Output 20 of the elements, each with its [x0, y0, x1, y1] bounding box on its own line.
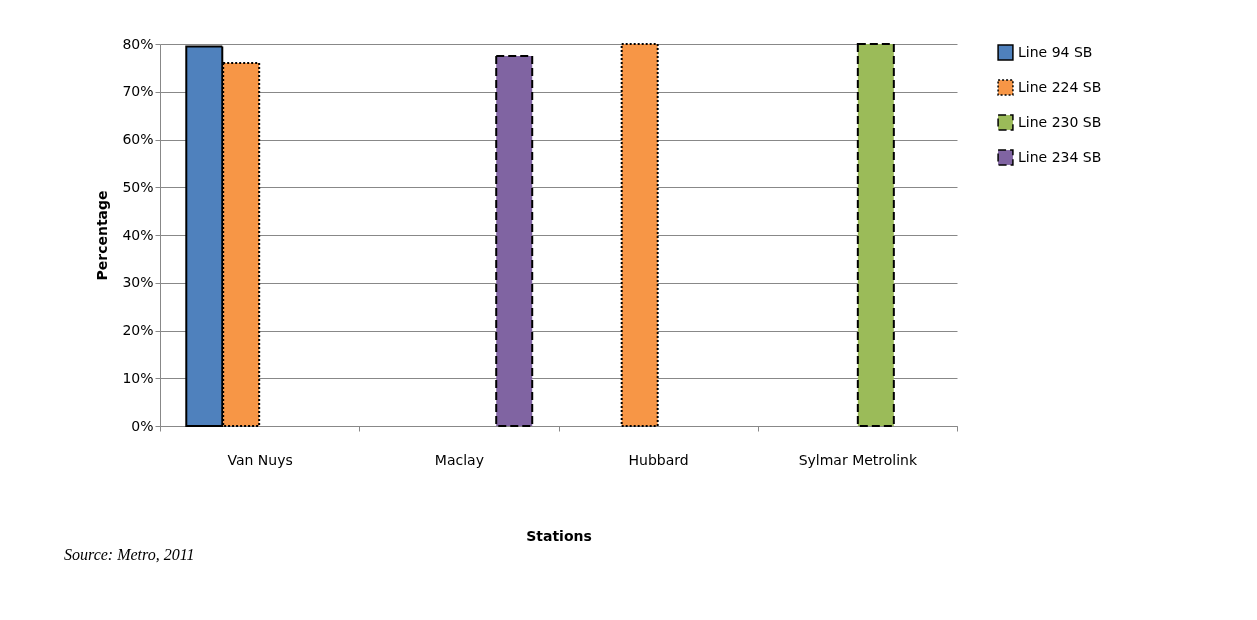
x-tick-label: Maclay	[434, 451, 484, 468]
y-tick-label: 20%	[122, 322, 154, 338]
x-tick-label: Van Nuys	[227, 451, 293, 468]
y-tick-label: 60%	[122, 131, 154, 147]
y-tick-label: 30%	[122, 274, 154, 291]
y-tick-label: 0%	[131, 417, 154, 434]
y-axis-title: Percentage	[94, 190, 111, 281]
source-note: Source: Metro, 2011	[64, 546, 195, 564]
y-tick-label: 40%	[122, 226, 154, 243]
y-tick-label: 50%	[122, 178, 154, 195]
legend-label: Line 230 SB	[1018, 113, 1102, 130]
legend-label: Line 94 SB	[1018, 43, 1093, 60]
y-tick-label: 70%	[122, 83, 154, 100]
y-tick-label: 80%	[122, 35, 154, 52]
legend-label: Line 234 SB	[1018, 148, 1102, 165]
legend-label: Line 224 SB	[1018, 78, 1102, 95]
x-tick-label: Hubbard	[628, 451, 689, 468]
x-axis-title: Stations	[526, 527, 592, 544]
y-tick-label: 10%	[122, 369, 154, 386]
x-tick-label: Sylmar Metrolink	[798, 451, 918, 468]
